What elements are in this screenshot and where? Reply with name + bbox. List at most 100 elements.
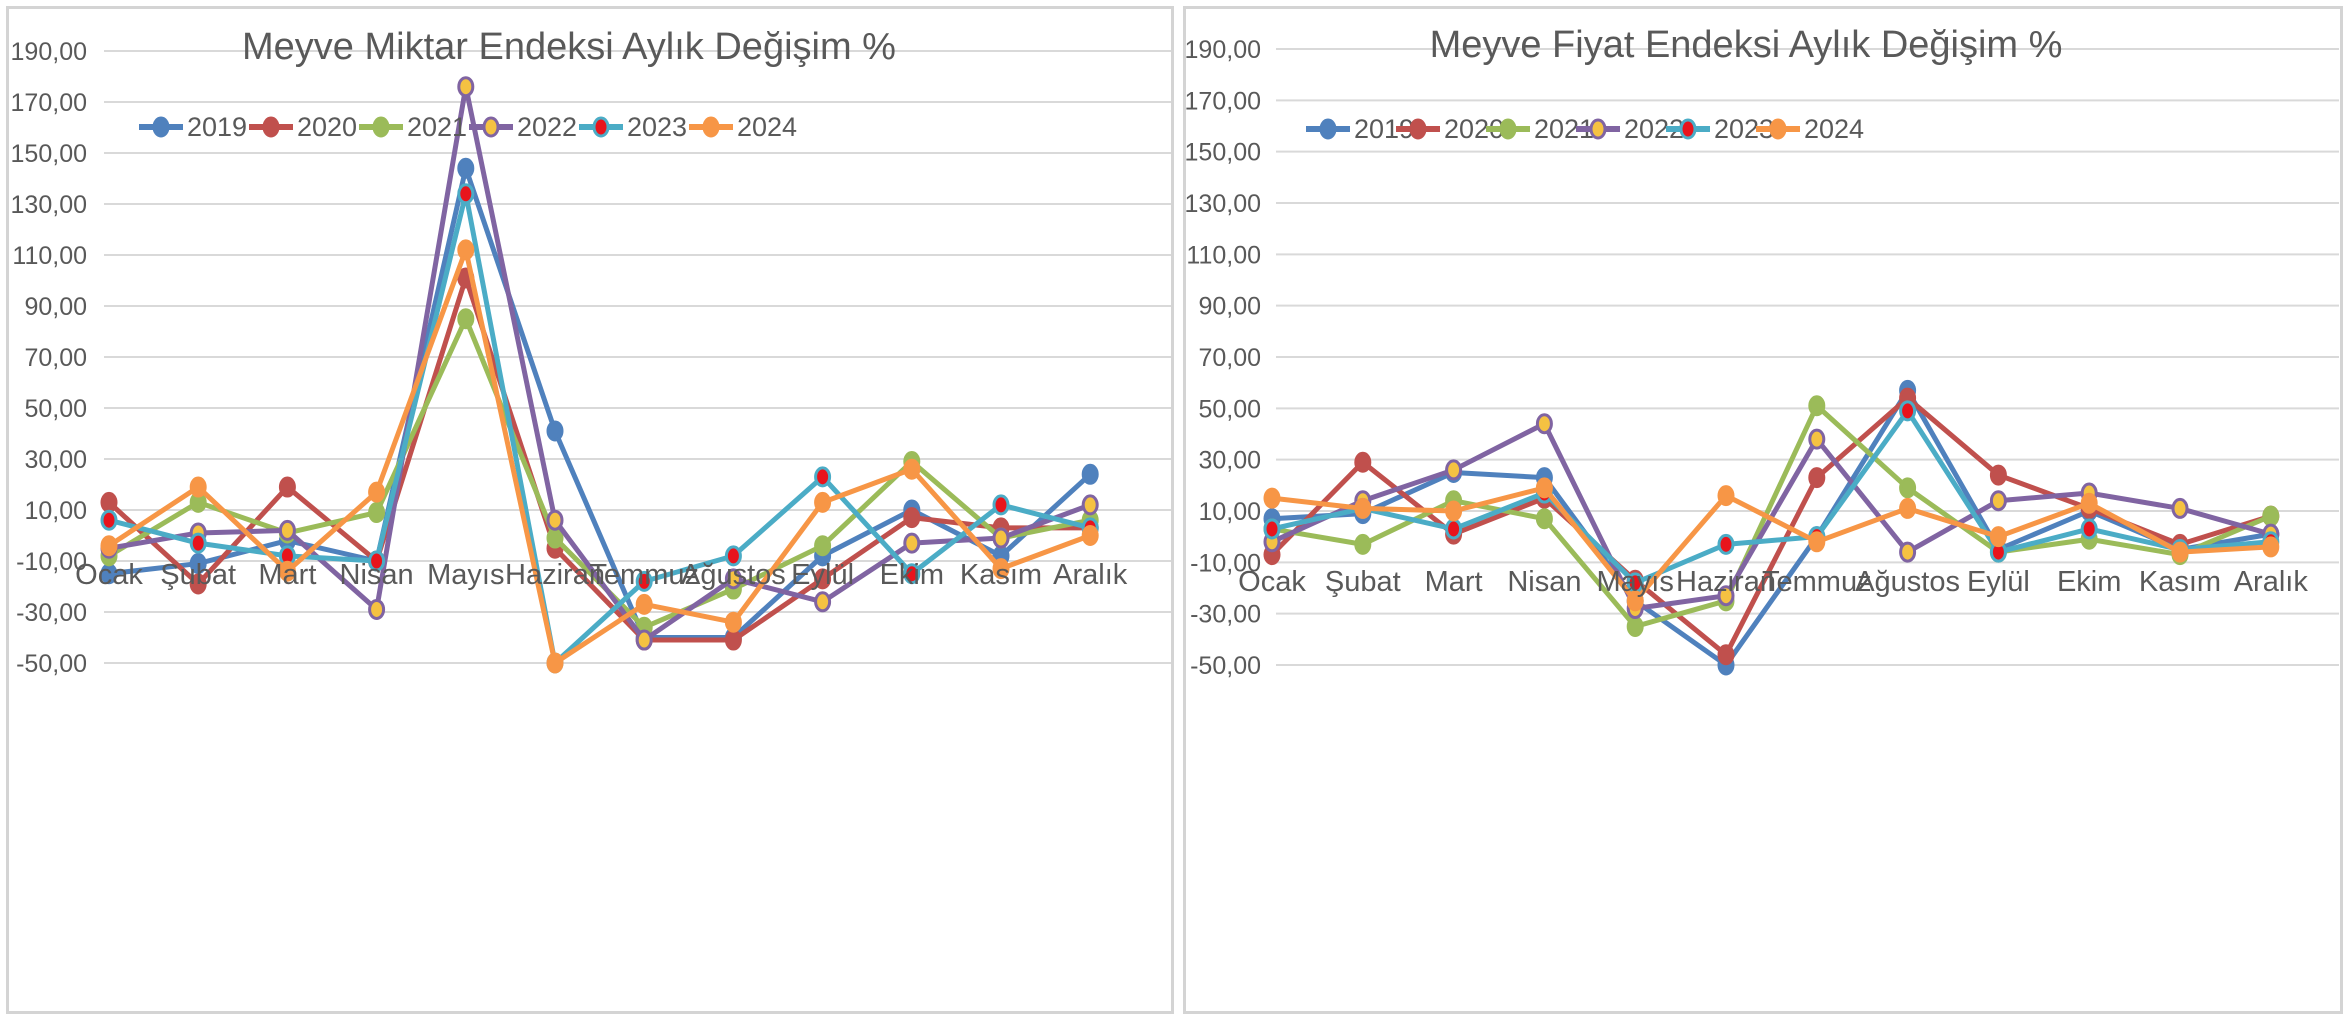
y-tick-label: -30,00 (1190, 601, 1261, 629)
data-point-2023-8 (724, 545, 742, 567)
legend-marker (262, 116, 280, 138)
series-line-2023 (1271, 408, 2272, 586)
y-tick-label: 130,00 (1185, 190, 1261, 218)
data-point-2020-3 (278, 476, 296, 498)
y-tick-label: 70,00 (1198, 344, 1261, 372)
legend-marker (1319, 118, 1337, 140)
data-point-2022-8 (1899, 541, 1917, 563)
data-point-2023-4 (368, 550, 386, 572)
legend-item-2022: 2022 (469, 112, 577, 142)
data-point-2022-7 (1808, 428, 1826, 450)
x-category-label: Ağustos (681, 559, 786, 591)
data-point-2023-7 (635, 570, 653, 592)
legend-item-2020: 2020 (249, 112, 357, 142)
chart-panel-miktar: 190,00 170,00 150,00 130,00 110,00 90,00 70,00… (6, 6, 1174, 1014)
x-category-label: Mart (258, 559, 316, 591)
y-tick-label: 170,00 (1185, 87, 1261, 115)
legend-label: 2022 (517, 112, 577, 142)
data-point-2024-9 (1989, 526, 2007, 548)
legend-marker (1589, 118, 1607, 140)
data-point-2021-7 (1808, 395, 1826, 417)
data-point-2023-11 (992, 494, 1010, 516)
x-category-label: Ocak (1238, 566, 1306, 598)
legend-item-2023: 2023 (1666, 114, 1774, 144)
data-point-2024-8 (724, 611, 742, 633)
data-point-2023-9 (814, 466, 832, 488)
x-category-label: Mayıs (1597, 566, 1674, 598)
chart-title: Meyve Miktar Endeksi Aylık Değişim % (242, 26, 896, 68)
data-point-2022-7 (635, 629, 653, 651)
chart-title: Meyve Fiyat Endeksi Aylık Değişim % (1430, 24, 2063, 66)
data-point-2024-10 (2080, 492, 2098, 514)
data-point-2024-11 (992, 558, 1010, 580)
x-category-label: Ağustos (1855, 566, 1960, 598)
x-category-label: Haziran (1676, 566, 1776, 598)
chart-panel-fiyat: 190,00 170,00 150,00 130,00 110,00 90,00 70,00… (1183, 6, 2343, 1014)
y-tick-label: 30,00 (1198, 447, 1261, 475)
data-point-2024-7 (1808, 531, 1826, 553)
x-category-label: Nisan (340, 559, 414, 591)
data-point-2024-12 (2262, 536, 2280, 558)
data-point-2020-10 (903, 507, 921, 529)
data-point-2021-4 (1535, 508, 1553, 530)
series-line-2020 (107, 275, 1091, 643)
series-line-2021 (1271, 403, 2272, 629)
y-tick-label: 50,00 (1198, 395, 1261, 423)
data-point-2022-9 (814, 591, 832, 613)
legend-label: 2020 (297, 112, 357, 142)
data-point-2022-3 (1445, 459, 1463, 481)
data-point-2021-5 (457, 308, 475, 330)
data-point-2024-9 (814, 491, 832, 513)
y-tick-label: 110,00 (1186, 241, 1261, 269)
x-category-label: Temmuz (589, 559, 699, 591)
y-tick-label: -10,00 (1190, 549, 1261, 577)
legend-marker (372, 116, 390, 138)
series-line-2024 (1271, 485, 2271, 604)
y-tick-label: -10,00 (16, 548, 87, 576)
data-point-2021-4 (368, 502, 386, 524)
data-point-2024-6 (546, 652, 564, 674)
data-point-2024-4 (368, 481, 386, 503)
legend-item-2024: 2024 (689, 112, 797, 142)
data-point-2022-6 (1717, 585, 1735, 607)
data-point-2023-5 (457, 183, 475, 205)
legend-item-2019: 2019 (139, 112, 247, 142)
series-2019 (1263, 379, 2280, 676)
legend-item-2023: 2023 (579, 112, 687, 142)
data-point-2022-8 (724, 568, 742, 590)
data-point-2023-3 (1445, 518, 1463, 540)
data-point-2020-9 (1989, 464, 2007, 486)
data-point-2021-9 (814, 535, 832, 557)
legend-item-2021: 2021 (359, 112, 467, 142)
legend-marker (1409, 118, 1427, 140)
data-point-2023-1 (1263, 518, 1281, 540)
y-tick-label: 190,00 (11, 38, 87, 66)
data-point-2021-12 (2262, 505, 2280, 527)
data-point-2024-5 (457, 239, 475, 261)
x-category-label: Aralık (1053, 559, 1128, 591)
data-point-2022-4 (368, 598, 386, 620)
chart-miktar-svg: 190,00 170,00 150,00 130,00 110,00 90,00 70,00… (11, 26, 1171, 678)
data-point-2024-3 (278, 560, 296, 582)
data-point-2019-12 (1081, 463, 1099, 485)
y-tick-label: -30,00 (16, 599, 87, 627)
legend-label: 2024 (737, 112, 797, 142)
legend-marker (152, 116, 170, 138)
data-point-2022-6 (546, 509, 564, 531)
x-category-label: Eylül (1967, 566, 2030, 598)
x-category-label: Mayıs (427, 559, 504, 591)
data-point-2019-5 (457, 157, 475, 179)
x-category-label: Şubat (160, 559, 236, 591)
data-point-2023-2 (189, 532, 207, 554)
data-point-2019-2 (189, 553, 207, 575)
data-point-2023-10 (903, 563, 921, 585)
legend-marker (482, 116, 500, 138)
legend-item-2021: 2021 (1486, 114, 1594, 144)
data-point-2019-6 (546, 420, 564, 442)
legend-marker (1679, 118, 1697, 140)
x-category-label: Ocak (75, 559, 143, 591)
legend-marker (1769, 118, 1787, 140)
data-point-2022-11 (2171, 497, 2189, 519)
data-point-2023-8 (1899, 400, 1917, 422)
data-point-2020-6 (1717, 644, 1735, 666)
